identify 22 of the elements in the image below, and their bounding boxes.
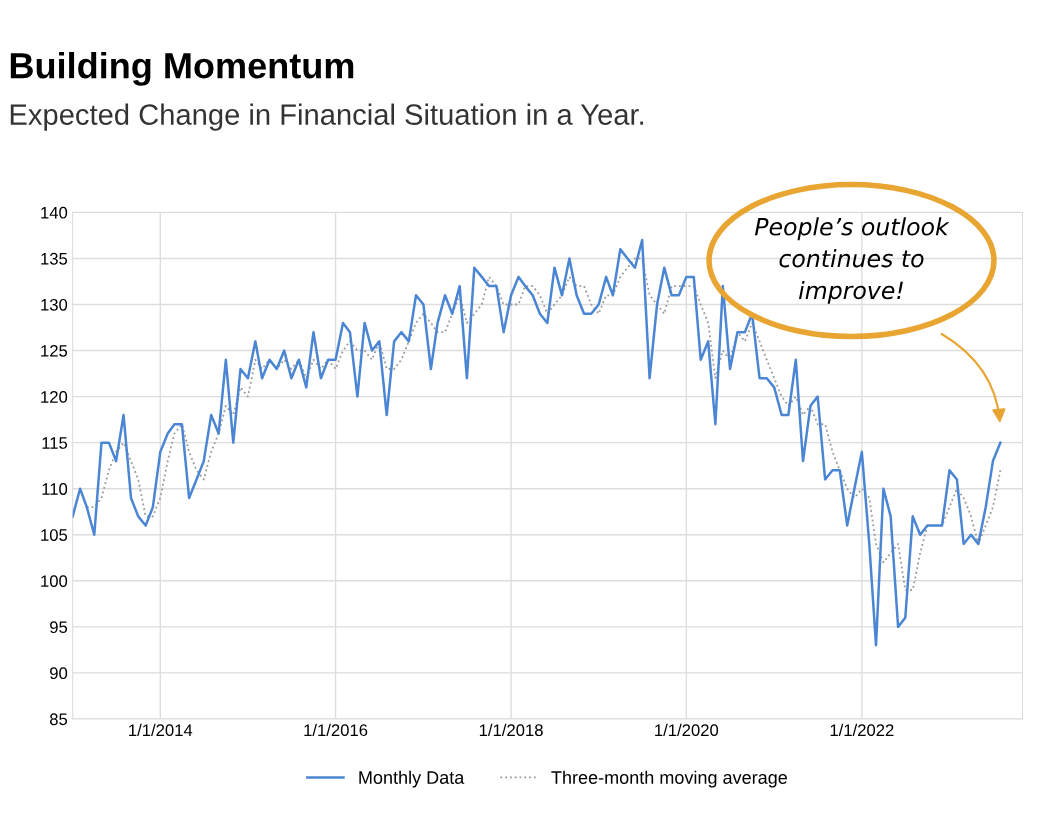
y-tick-label: 100 <box>41 575 68 588</box>
y-tick-label: 105 <box>41 529 68 541</box>
y-tick-label: 115 <box>42 437 68 449</box>
x-tick-label: 1/1/2020 <box>655 723 719 737</box>
annotation: People’s outlook continues to improve! <box>754 217 950 304</box>
chart-title: Building Momentum <box>10 51 354 86</box>
chart-subtitle: Expected Change in Financial Situation in a Year. <box>10 103 644 131</box>
y-tick-label: 125 <box>41 344 68 357</box>
y-tick-label: 95 <box>50 621 68 634</box>
y-tick-label: 90 <box>50 667 68 680</box>
x-tick-label: 1/1/2016 <box>304 723 368 737</box>
y-tick-label: 110 <box>42 483 68 495</box>
y-tick-label: 135 <box>41 252 68 265</box>
y-tick-label: 140 <box>41 206 68 219</box>
x-tick-label: 1/1/2014 <box>129 723 193 737</box>
legend-label: Monthly Data <box>359 770 465 788</box>
x-tick-label: 1/1/2018 <box>479 723 543 737</box>
legend-label: Three-month moving average <box>551 770 787 788</box>
y-tick-label: 85 <box>49 713 68 726</box>
y-tick-label: 120 <box>41 391 68 403</box>
x-tick-label: 1/1/2022 <box>830 723 894 737</box>
y-tick-label: 130 <box>41 298 68 311</box>
